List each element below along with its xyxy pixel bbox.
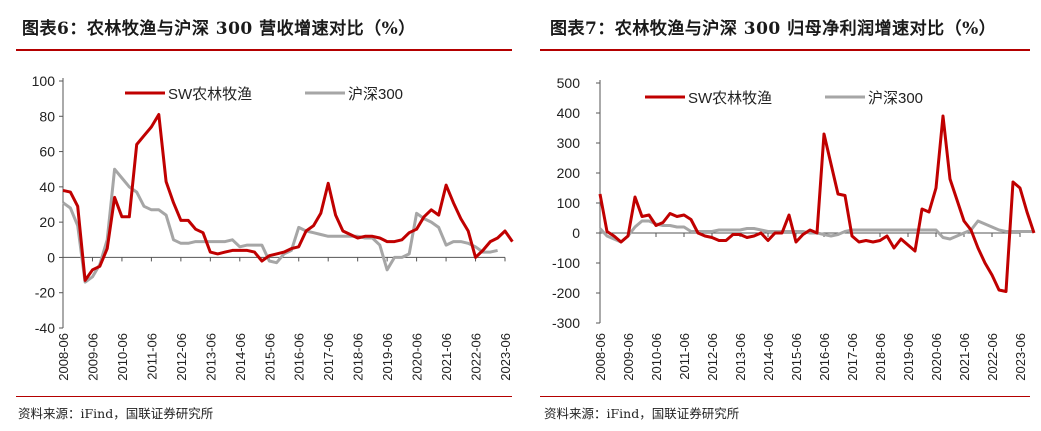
x-tick-label: 2013-06 bbox=[733, 333, 748, 381]
legend-label: SW农林牧渔 bbox=[168, 86, 252, 103]
y-tick-label: 400 bbox=[557, 105, 581, 121]
y-tick-label: -20 bbox=[35, 285, 55, 301]
title-rule bbox=[540, 49, 1030, 51]
legend-label: SW农林牧渔 bbox=[688, 90, 772, 107]
y-tick-label: 20 bbox=[39, 214, 55, 230]
y-tick-label: 0 bbox=[47, 249, 55, 265]
source-note: 资料来源：iFind，国联证券研究所 bbox=[18, 406, 214, 421]
x-tick-label: 2016-06 bbox=[817, 333, 832, 381]
y-tick-label: 300 bbox=[557, 135, 581, 151]
y-tick-label: 80 bbox=[39, 108, 55, 124]
x-tick-label: 2015-06 bbox=[789, 333, 804, 381]
x-tick-label: 2022-06 bbox=[985, 333, 1000, 381]
y-tick-label: 100 bbox=[32, 73, 56, 89]
title-rule bbox=[16, 49, 512, 51]
chart-panel-right: 图表7：农林牧渔与沪深 300 归母净利润增速对比（%） -300 -200 -10… bbox=[530, 0, 1041, 431]
x-tick-label: 2013-06 bbox=[203, 333, 218, 381]
x-tick-label: 2019-06 bbox=[901, 333, 916, 381]
x-tick-label: 2017-06 bbox=[321, 333, 336, 381]
x-tick-label: 2010-06 bbox=[649, 333, 664, 381]
x-tick-label: 2021-06 bbox=[957, 333, 972, 381]
chart-title: 图表7：农林牧渔与沪深 300 归母净利润增速对比（%） bbox=[550, 19, 997, 39]
x-tick-label: 2009-06 bbox=[85, 333, 100, 381]
x-tick-label: 2016-06 bbox=[292, 333, 307, 381]
legend-label: 沪深300 bbox=[868, 90, 923, 107]
series-line-hs300 bbox=[62, 167, 498, 284]
x-tick-label: 2020-06 bbox=[410, 333, 425, 381]
y-tick-label: -200 bbox=[552, 285, 580, 301]
x-tick-label: 2008-06 bbox=[593, 333, 608, 381]
y-tick-label: -300 bbox=[552, 315, 580, 331]
y-tick-label: 200 bbox=[557, 165, 581, 181]
y-tick-label: 500 bbox=[557, 75, 581, 91]
series-line-sw bbox=[598, 114, 1036, 293]
x-tick-label: 2017-06 bbox=[845, 333, 860, 381]
x-tick-label: 2020-06 bbox=[929, 333, 944, 381]
x-tick-label: 2015-06 bbox=[262, 333, 277, 381]
x-tick-label: 2018-06 bbox=[873, 333, 888, 381]
y-tick-label: -40 bbox=[35, 320, 55, 336]
line-chart-profit: -300 -200 -100 0 100 200 300 400 500 2008-06 2009-… bbox=[552, 75, 1036, 381]
x-tick-label: 2008-06 bbox=[56, 333, 71, 381]
x-tick-label: 2014-06 bbox=[233, 333, 248, 381]
x-tick-label: 2019-06 bbox=[380, 333, 395, 381]
x-tick-label: 2018-06 bbox=[351, 333, 366, 381]
x-tick-label: 2012-06 bbox=[174, 333, 189, 381]
chart-title: 图表6：农林牧渔与沪深 300 营收增速对比（%） bbox=[22, 19, 416, 39]
source-note: 资料来源：iFind，国联证券研究所 bbox=[544, 406, 740, 421]
source-rule bbox=[540, 396, 1030, 397]
x-tick-label: 2023-06 bbox=[1013, 333, 1028, 381]
y-tick-label: 100 bbox=[557, 195, 581, 211]
x-tick-label: 2009-06 bbox=[621, 333, 636, 381]
series-line-sw bbox=[62, 113, 514, 282]
chart-panel-left: 图表6：农林牧渔与沪深 300 营收增速对比（%） -40 -20 0 20 40 60 8… bbox=[0, 0, 520, 431]
y-tick-label: 60 bbox=[39, 144, 55, 160]
x-tick-label: 2012-06 bbox=[705, 333, 720, 381]
y-tick-label: -100 bbox=[552, 255, 580, 271]
y-tick-label: 40 bbox=[39, 179, 55, 195]
y-tick-label: 0 bbox=[572, 225, 580, 241]
line-chart-revenue: -40 -20 0 20 40 60 80 100 2008-06 2009-06 2010-06 2… bbox=[32, 73, 514, 381]
legend-label: 沪深300 bbox=[348, 86, 403, 103]
x-tick-label: 2011-06 bbox=[144, 333, 159, 380]
x-tick-label: 2014-06 bbox=[761, 333, 776, 381]
source-rule bbox=[16, 396, 512, 397]
x-tick-label: 2010-06 bbox=[115, 333, 130, 381]
x-tick-label: 2022-06 bbox=[469, 333, 484, 381]
x-tick-label: 2023-06 bbox=[498, 333, 513, 381]
x-tick-label: 2011-06 bbox=[677, 333, 692, 380]
x-tick-label: 2021-06 bbox=[439, 333, 454, 381]
